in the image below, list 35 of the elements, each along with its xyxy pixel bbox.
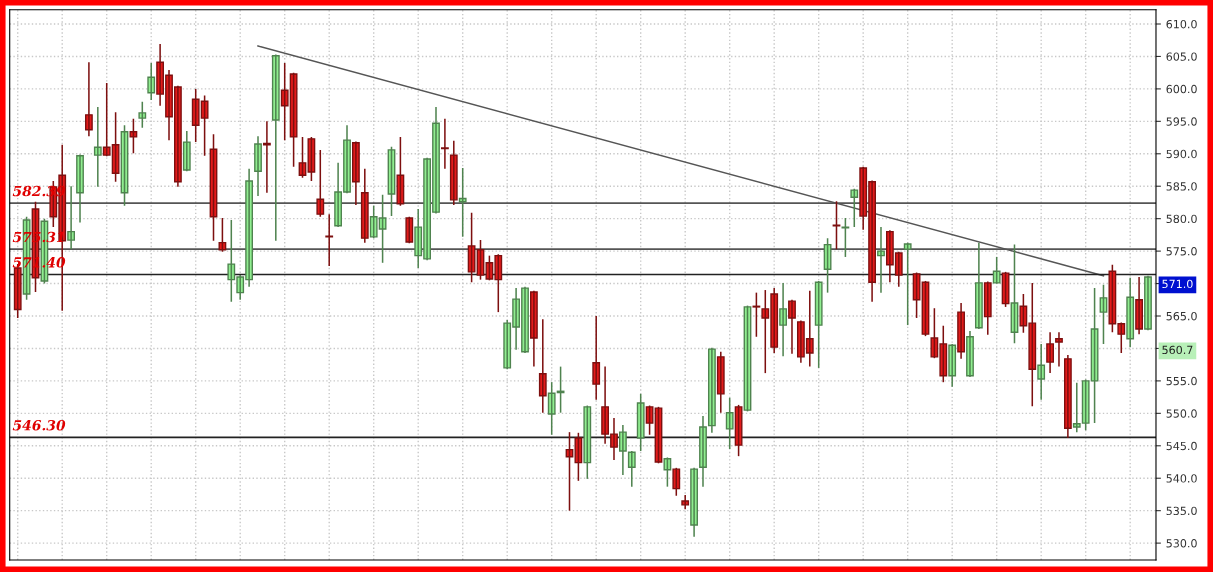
candlestick — [832, 200, 841, 250]
candlestick — [903, 241, 912, 326]
y-tick-label: 565.0 — [1166, 311, 1197, 321]
y-tick-label: 540.0 — [1166, 474, 1197, 483]
y-tick-label: 600.0 — [1166, 84, 1197, 94]
candlestick — [681, 494, 690, 511]
y-tick-label: 580.0 — [1166, 214, 1197, 224]
y-tick-label: 610.0 — [1166, 19, 1197, 29]
candlestick — [850, 188, 859, 228]
candlestick — [547, 381, 556, 436]
candlestick — [138, 101, 147, 129]
candlestick — [992, 256, 1001, 285]
candlestick — [316, 149, 325, 218]
candlestick — [752, 291, 761, 338]
text: 571.0 — [1162, 279, 1193, 289]
y-tick-label: 595.0 — [1166, 117, 1197, 126]
y-tick-label: 605.0 — [1166, 52, 1197, 61]
candlestick — [725, 396, 734, 450]
candlestick — [672, 467, 681, 497]
y-tick-label: 590.0 — [1166, 149, 1197, 159]
candlestick — [814, 280, 823, 369]
candlestick — [841, 217, 850, 258]
y-tick-label: 575.0 — [1166, 247, 1197, 256]
candlestick — [636, 393, 645, 452]
y-tick-label: 530.0 — [1166, 539, 1197, 548]
y-tick-label: 550.0 — [1166, 409, 1197, 418]
y-tick-label: 545.0 — [1166, 441, 1197, 451]
y-tick-label: 535.0 — [1166, 506, 1197, 516]
ref-line-label: 546.30 — [12, 419, 66, 431]
candlestick — [583, 404, 592, 480]
candlestick — [405, 215, 414, 245]
y-tick-label: 555.0 — [1166, 376, 1197, 386]
candlestick — [325, 213, 334, 267]
text: 560.7 — [1162, 345, 1193, 355]
y-tick-label: 585.0 — [1166, 182, 1197, 191]
